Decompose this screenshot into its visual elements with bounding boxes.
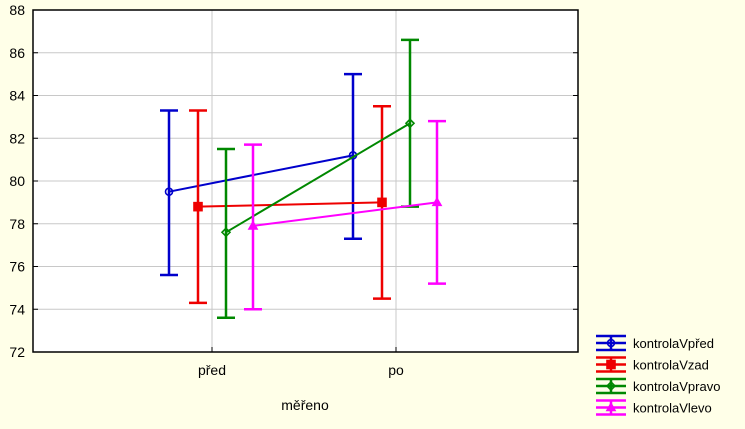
- plot-frame: [32, 9, 579, 353]
- legend-item: kontrolaVpřed: [596, 334, 714, 352]
- series-kontrolaVlevo: [244, 119, 446, 311]
- series-line: [197, 201, 383, 208]
- y-tick-label: 84: [9, 88, 25, 104]
- series-line: [252, 201, 438, 227]
- data-point: [404, 118, 416, 129]
- y-axis: 72 74 76 78 80 82 84 86 88: [9, 2, 578, 360]
- series-line: [225, 122, 411, 234]
- y-tick-label: 72: [9, 344, 25, 360]
- data-point: [431, 196, 443, 207]
- legend-marker: [605, 401, 617, 412]
- series-group: [160, 38, 446, 320]
- y-tick-label: 86: [9, 45, 25, 61]
- y-tick-label: 78: [9, 216, 25, 232]
- legend-item: kontrolaVzad: [596, 356, 709, 373]
- data-point: [164, 187, 174, 196]
- y-tick-label: 76: [9, 259, 25, 275]
- legend-label: kontrolaVpřed: [633, 336, 714, 351]
- x-axis: před po: [198, 347, 404, 378]
- series-line: [168, 154, 354, 193]
- y-tick-label: 88: [9, 2, 25, 18]
- y-tick-label: 82: [9, 130, 25, 146]
- x-tick-label: před: [198, 362, 226, 378]
- legend-label: kontrolaVzad: [633, 358, 709, 373]
- data-point: [220, 227, 232, 238]
- legend-marker: [605, 380, 617, 392]
- data-point: [193, 201, 203, 212]
- legend-marker: [606, 359, 616, 370]
- legend-label: kontrolaVpravo: [633, 379, 720, 394]
- x-axis-title: měřeno: [281, 397, 329, 413]
- legend-marker: [606, 338, 616, 348]
- series-kontrolaVzad: [189, 104, 391, 305]
- legend: kontrolaVpřed kontrolaVzad kontrolaVpravo k…: [596, 334, 720, 416]
- legend-item: kontrolaVlevo: [596, 399, 712, 416]
- y-tick-label: 80: [9, 173, 25, 189]
- legend-item: kontrolaVpravo: [596, 377, 720, 395]
- x-tick-label: po: [388, 362, 404, 378]
- y-tick-label: 74: [9, 301, 25, 317]
- legend-label: kontrolaVlevo: [633, 401, 712, 416]
- series-kontrolaVpravo: [217, 38, 419, 320]
- data-point: [247, 220, 259, 230]
- data-point: [377, 197, 387, 208]
